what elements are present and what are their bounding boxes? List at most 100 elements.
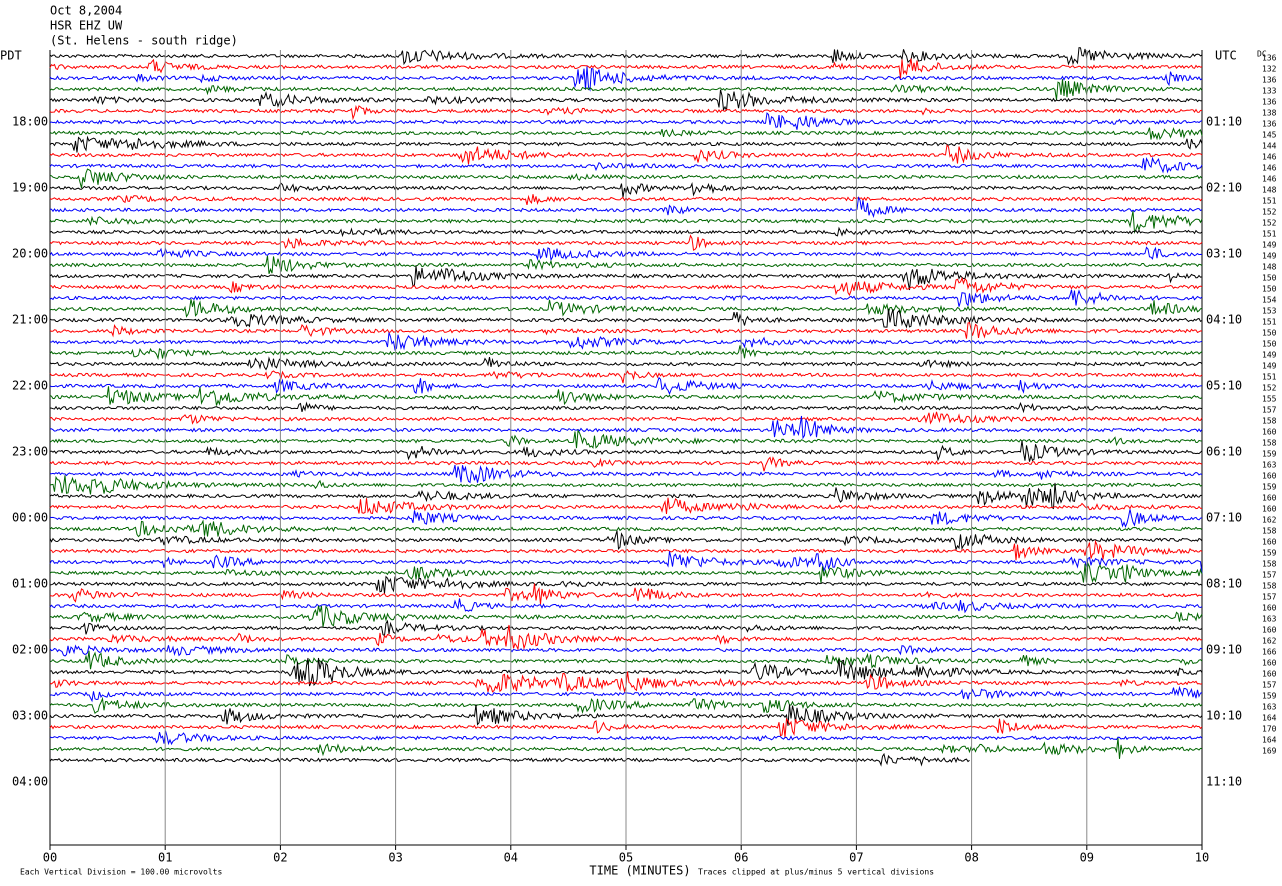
right-hour-label: 02:10 (1206, 181, 1242, 195)
dc-offset: 136 (1262, 98, 1277, 107)
dc-offset: 132 (1262, 65, 1277, 74)
dc-offset: 169 (1262, 747, 1277, 756)
dc-offset: 160 (1262, 659, 1277, 668)
dc-offset: 160 (1262, 472, 1277, 481)
right-hour-label: 09:10 (1206, 643, 1242, 657)
dc-offset: 151 (1262, 318, 1277, 327)
dc-offset: 148 (1262, 263, 1277, 272)
dc-offset: 151 (1262, 373, 1277, 382)
dc-offset: 159 (1262, 549, 1277, 558)
right-hour-label: 03:10 (1206, 247, 1242, 261)
right-hour-label: 06:10 (1206, 445, 1242, 459)
dc-offset: 157 (1262, 571, 1277, 580)
dc-offset: 150 (1262, 274, 1277, 283)
left-hour-label: 02:00 (12, 643, 48, 657)
left-hour-label: 20:00 (12, 247, 48, 261)
left-hour-label: 19:00 (12, 181, 48, 195)
dc-offset: 166 (1262, 648, 1277, 657)
dc-offset: 153 (1262, 307, 1277, 316)
dc-offset: 154 (1262, 296, 1277, 305)
x-axis-label: TIME (MINUTES) (589, 864, 690, 878)
dc-offset: 160 (1262, 670, 1277, 679)
dc-offset: 159 (1262, 483, 1277, 492)
left-hour-label: 18:00 (12, 115, 48, 129)
right-hour-label: 01:10 (1206, 115, 1242, 129)
dc-offset: 160 (1262, 494, 1277, 503)
left-hour-label: 01:00 (12, 577, 48, 591)
dc-offset: 146 (1262, 164, 1277, 173)
dc-offset: 148 (1262, 186, 1277, 195)
x-tick-label: 03 (388, 851, 402, 865)
left-hour-label: 00:00 (12, 511, 48, 525)
dc-offset: 160 (1262, 538, 1277, 547)
dc-offset: 157 (1262, 681, 1277, 690)
dc-offset: 164 (1262, 736, 1277, 745)
x-tick-label: 05 (619, 851, 633, 865)
dc-offset: 163 (1262, 461, 1277, 470)
dc-offset: 170 (1262, 725, 1277, 734)
station: HSR EHZ UW (50, 19, 123, 33)
dc-offset: 152 (1262, 384, 1277, 393)
dc-offset: 160 (1262, 604, 1277, 613)
x-tick-label: 02 (273, 851, 287, 865)
dc-offset: 136 (1262, 120, 1277, 129)
dc-offset: 162 (1262, 516, 1277, 525)
dc-offset: 158 (1262, 417, 1277, 426)
dc-offset: 152 (1262, 208, 1277, 217)
dc-offset: 163 (1262, 615, 1277, 624)
clip-note: Traces clipped at plus/minus 5 vertical … (698, 868, 934, 877)
dc-offset: 149 (1262, 351, 1277, 360)
dc-offset: 160 (1262, 428, 1277, 437)
x-tick-label: 01 (158, 851, 172, 865)
left-hour-label: 03:00 (12, 709, 48, 723)
x-tick-label: 07 (849, 851, 863, 865)
left-hour-label: 21:00 (12, 313, 48, 327)
dc-offset: 146 (1262, 175, 1277, 184)
left-hour-label: 22:00 (12, 379, 48, 393)
dc-offset: 136 (1262, 54, 1277, 63)
dc-offset: 158 (1262, 560, 1277, 569)
left-hour-label: 23:00 (12, 445, 48, 459)
dc-offset: 146 (1262, 153, 1277, 162)
dc-offset: 162 (1262, 637, 1277, 646)
dc-offset: 158 (1262, 582, 1277, 591)
right-zone: UTC (1215, 49, 1237, 63)
x-tick-label: 08 (964, 851, 978, 865)
dc-offset: 157 (1262, 593, 1277, 602)
x-tick-label: 00 (43, 851, 57, 865)
dc-offset: 164 (1262, 714, 1277, 723)
dc-offset: 160 (1262, 626, 1277, 635)
x-tick-label: 09 (1080, 851, 1094, 865)
dc-offset: 138 (1262, 109, 1277, 118)
dc-offset: 159 (1262, 450, 1277, 459)
x-tick-label: 06 (734, 851, 748, 865)
scale-note: Each Vertical Division = 100.00 microvol… (20, 868, 222, 877)
x-tick-label: 04 (504, 851, 518, 865)
dc-offset: 163 (1262, 703, 1277, 712)
dc-offset: 158 (1262, 439, 1277, 448)
right-hour-label: 11:10 (1206, 775, 1242, 789)
dc-offset: 150 (1262, 329, 1277, 338)
dc-offset: 145 (1262, 131, 1277, 140)
dc-offset: 133 (1262, 87, 1277, 96)
date: Oct 8,2004 (50, 4, 122, 18)
dc-offset: 144 (1262, 142, 1277, 151)
right-hour-label: 08:10 (1206, 577, 1242, 591)
dc-offset: 158 (1262, 527, 1277, 536)
dc-offset: 152 (1262, 219, 1277, 228)
dc-label: DC (1257, 50, 1267, 59)
right-hour-label: 07:10 (1206, 511, 1242, 525)
dc-offset: 150 (1262, 285, 1277, 294)
dc-offset: 155 (1262, 395, 1277, 404)
dc-offset: 136 (1262, 76, 1277, 85)
dc-offset: 150 (1262, 340, 1277, 349)
right-hour-label: 05:10 (1206, 379, 1242, 393)
dc-offset: 157 (1262, 406, 1277, 415)
x-tick-label: 10 (1195, 851, 1209, 865)
dc-offset: 151 (1262, 230, 1277, 239)
right-hour-label: 04:10 (1206, 313, 1242, 327)
dc-offset: 151 (1262, 197, 1277, 206)
dc-offset: 160 (1262, 505, 1277, 514)
dc-offset: 149 (1262, 252, 1277, 261)
